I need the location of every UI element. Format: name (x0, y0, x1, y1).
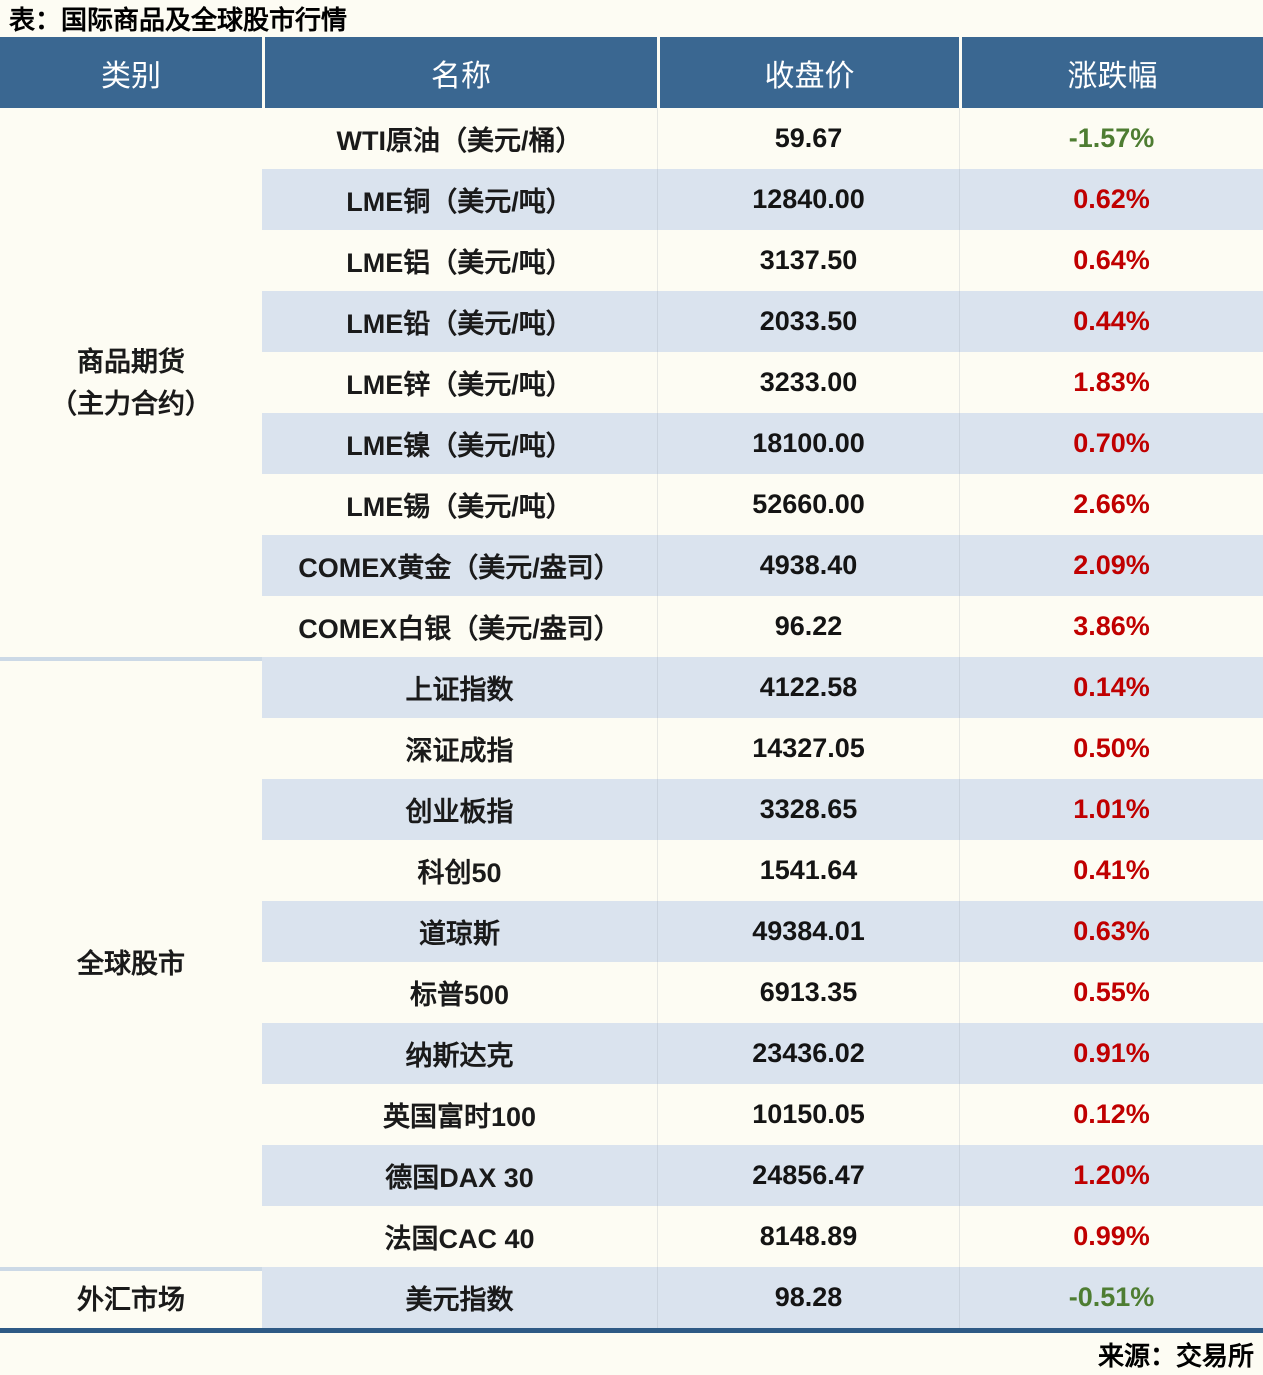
change-percent: 0.41% (959, 840, 1263, 901)
instrument-name: WTI原油（美元/桶） (336, 126, 583, 156)
instrument-name: COMEX白银（美元/盎司） (298, 614, 621, 644)
column-header-category: 类别 (101, 59, 161, 93)
instrument-name: 德国DAX 30 (385, 1163, 534, 1193)
instrument-name: LME镍（美元/吨） (346, 431, 573, 461)
close-price: 1541.64 (657, 840, 959, 901)
category-label-line: 外汇市场 (77, 1284, 185, 1315)
table-row: LME铝（美元/吨） 3137.50 0.64% (262, 230, 1263, 291)
close-price: 10150.05 (657, 1084, 959, 1145)
instrument-name: 科创50 (417, 858, 502, 888)
table-row: LME锌（美元/吨） 3233.00 1.83% (262, 352, 1263, 413)
category-column: 商品期货 （主力合约） 全球股市外汇市场 (0, 108, 262, 1328)
close-price: 24856.47 (657, 1145, 959, 1206)
close-price: 3137.50 (657, 230, 959, 291)
change-percent: 0.44% (959, 291, 1263, 352)
table-row: 德国DAX 30 24856.47 1.20% (262, 1145, 1263, 1206)
change-percent: 0.99% (959, 1206, 1263, 1267)
change-percent: 1.83% (959, 352, 1263, 413)
column-header-close-price: 收盘价 (657, 37, 959, 108)
table-row: 深证成指 14327.05 0.50% (262, 718, 1263, 779)
change-percent: 1.01% (959, 779, 1263, 840)
change-percent: 0.55% (959, 962, 1263, 1023)
instrument-name: 美元指数 (405, 1285, 514, 1315)
category-cell: 全球股市 (0, 657, 262, 1267)
table-row: LME锡（美元/吨） 52660.00 2.66% (262, 474, 1263, 535)
close-price: 8148.89 (657, 1206, 959, 1267)
source-note: 来源：交易所 (1097, 1340, 1254, 1371)
page-title: 表：国际商品及全球股市行情 (9, 5, 348, 35)
close-price: 2033.50 (657, 291, 959, 352)
change-percent: -1.57% (959, 108, 1263, 169)
table-header-row: 类别 名称 收盘价 涨跌幅 (0, 37, 1263, 108)
instrument-name: LME铜（美元/吨） (346, 187, 573, 217)
close-price: 3233.00 (657, 352, 959, 413)
close-price: 4938.40 (657, 535, 959, 596)
change-percent: 2.66% (959, 474, 1263, 535)
instrument-name: LME锌（美元/吨） (346, 370, 573, 400)
table-row: 上证指数 4122.58 0.14% (262, 657, 1263, 718)
close-price: 18100.00 (657, 413, 959, 474)
table-row: 纳斯达克 23436.02 0.91% (262, 1023, 1263, 1084)
table-body: 商品期货 （主力合约） 全球股市外汇市场 WTI原油（美元/桶） 59.67 -1.57… (0, 108, 1263, 1328)
change-percent: -0.51% (959, 1267, 1263, 1328)
close-price: 12840.00 (657, 169, 959, 230)
table-bottom-rule (0, 1328, 1263, 1333)
table-row: WTI原油（美元/桶） 59.67 -1.57% (262, 108, 1263, 169)
table-row: 创业板指 3328.65 1.01% (262, 779, 1263, 840)
change-percent: 0.50% (959, 718, 1263, 779)
table-row: 法国CAC 40 8148.89 0.99% (262, 1206, 1263, 1267)
change-percent: 1.20% (959, 1145, 1263, 1206)
column-header-name: 名称 (262, 37, 657, 108)
instrument-name: 法国CAC 40 (384, 1224, 535, 1254)
change-percent: 0.91% (959, 1023, 1263, 1084)
table-row: LME镍（美元/吨） 18100.00 0.70% (262, 413, 1263, 474)
change-percent: 0.64% (959, 230, 1263, 291)
table-row: 美元指数 98.28 -0.51% (262, 1267, 1263, 1328)
category-label-line: 商品期货 (77, 346, 185, 377)
change-percent: 2.09% (959, 535, 1263, 596)
market-table: 类别 名称 收盘价 涨跌幅 商品期货 （主力合约） 全球股市外汇市场 WTI原油（美… (0, 37, 1263, 1333)
close-price: 96.22 (657, 596, 959, 657)
instrument-name: 英国富时100 (382, 1102, 537, 1132)
change-percent: 3.86% (959, 596, 1263, 657)
close-price: 49384.01 (657, 901, 959, 962)
change-percent: 0.12% (959, 1084, 1263, 1145)
close-price: 59.67 (657, 108, 959, 169)
instrument-name: LME锡（美元/吨） (346, 492, 573, 522)
instrument-name: 标普500 (409, 980, 510, 1010)
change-percent: 0.70% (959, 413, 1263, 474)
close-price: 98.28 (657, 1267, 959, 1328)
close-price: 14327.05 (657, 718, 959, 779)
instrument-name: 道琼斯 (419, 919, 500, 949)
table-row: 英国富时100 10150.05 0.12% (262, 1084, 1263, 1145)
category-label-line: （主力合约） (50, 388, 212, 419)
close-price: 23436.02 (657, 1023, 959, 1084)
category-label-line: 全球股市 (77, 949, 185, 979)
table-row: 科创50 1541.64 0.41% (262, 840, 1263, 901)
instrument-name: LME铝（美元/吨） (346, 248, 573, 278)
column-header-change-pct: 涨跌幅 (959, 37, 1263, 108)
instrument-name: 深证成指 (405, 736, 514, 766)
instrument-name: COMEX黄金（美元/盎司） (298, 553, 621, 583)
category-cell: 外汇市场 (0, 1267, 262, 1328)
instrument-name: 纳斯达克 (405, 1041, 514, 1071)
instrument-name: LME铅（美元/吨） (346, 309, 573, 339)
table-row: LME铜（美元/吨） 12840.00 0.62% (262, 169, 1263, 230)
close-price: 52660.00 (657, 474, 959, 535)
change-percent: 0.63% (959, 901, 1263, 962)
table-row: 标普500 6913.35 0.55% (262, 962, 1263, 1023)
table-row: 道琼斯 49384.01 0.63% (262, 901, 1263, 962)
close-price: 6913.35 (657, 962, 959, 1023)
close-price: 3328.65 (657, 779, 959, 840)
instrument-name: 创业板指 (405, 797, 514, 827)
instrument-name: 上证指数 (405, 675, 514, 705)
category-cell: 商品期货 （主力合约） (0, 108, 262, 657)
table-row: COMEX黄金（美元/盎司） 4938.40 2.09% (262, 535, 1263, 596)
change-percent: 0.14% (959, 657, 1263, 718)
table-row: COMEX白银（美元/盎司） 96.22 3.86% (262, 596, 1263, 657)
table-row: LME铅（美元/吨） 2033.50 0.44% (262, 291, 1263, 352)
close-price: 4122.58 (657, 657, 959, 718)
table-rows: WTI原油（美元/桶） 59.67 -1.57% LME铜（美元/吨） 12840.00… (262, 108, 1263, 1328)
change-percent: 0.62% (959, 169, 1263, 230)
